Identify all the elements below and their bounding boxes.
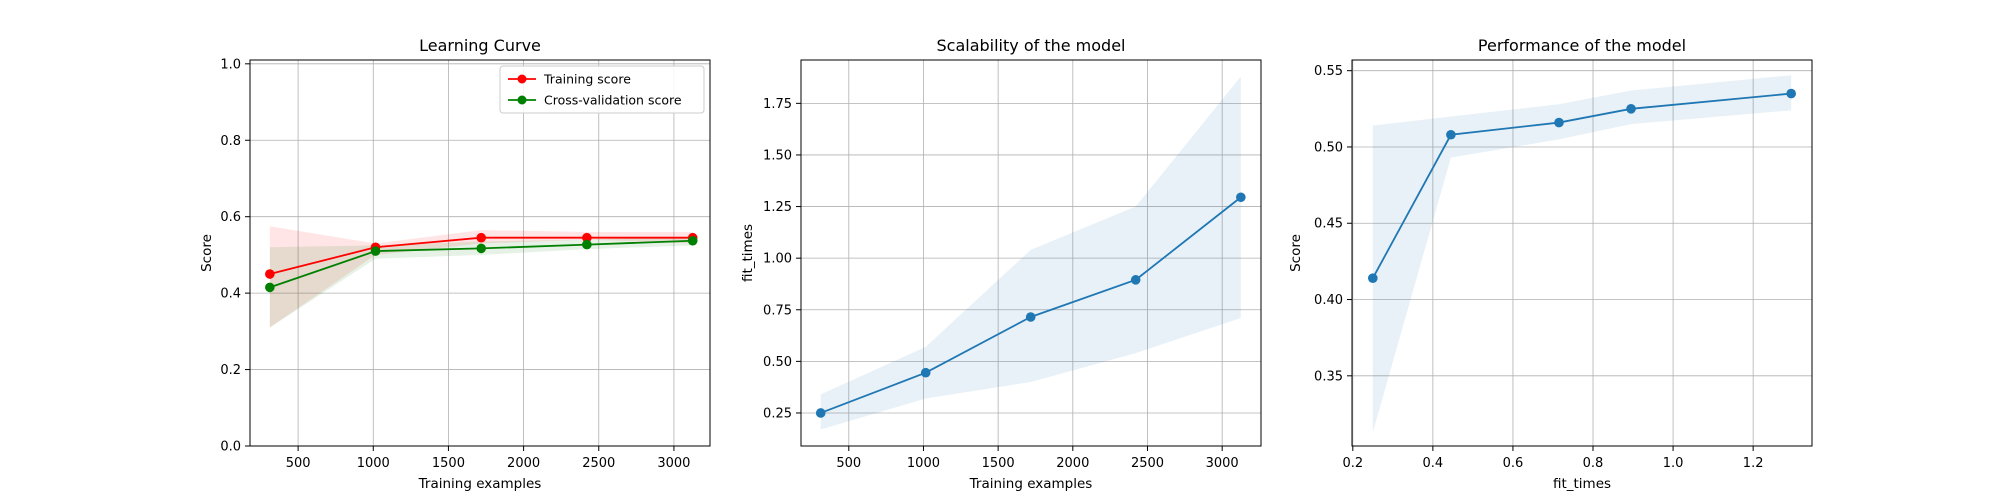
y-tick-label: 1.75	[763, 97, 792, 112]
x-axis-label: Training examples	[418, 476, 542, 492]
x-tick-label: 3000	[1206, 456, 1239, 471]
x-tick-label: 2000	[1056, 456, 1089, 471]
x-tick-label: 0.6	[1503, 456, 1524, 471]
y-tick-label: 1.50	[763, 148, 792, 163]
x-tick-label: 1500	[432, 456, 465, 471]
data-point	[687, 235, 698, 246]
y-tick-label: 0.6	[220, 210, 241, 225]
x-tick-label: 0.8	[1583, 456, 1604, 471]
confidence-band	[1372, 75, 1792, 433]
data-point	[1368, 273, 1378, 283]
x-tick-label: 1.2	[1743, 456, 1764, 471]
y-tick-label: 0.35	[1314, 369, 1343, 384]
performance-chart: 0.2 0.4 0.6 0.8 1.0 1.2 0.350.400.450.500.55 …	[1288, 36, 1813, 492]
y-tick-label: 0.45	[1314, 217, 1343, 232]
data-point	[1130, 275, 1141, 285]
y-axis-label: Score	[199, 234, 215, 272]
x-tick-label: 1.0	[1663, 456, 1684, 471]
x-tick-label: 2500	[1131, 456, 1164, 471]
legend-marker-cv	[517, 95, 527, 105]
x-tick-label: 500	[286, 456, 311, 471]
legend-marker-training	[517, 74, 527, 84]
axes-frame	[1351, 59, 1813, 447]
y-tick-label: 0.4	[220, 287, 241, 302]
y-tick-label: 0.55	[1314, 64, 1343, 79]
data-point	[370, 246, 381, 256]
y-tick-label: 0.50	[763, 355, 792, 370]
chart-title: Scalability of the model	[937, 36, 1126, 55]
y-ticks: 0.0 0.2 0.4 0.6 0.8 1.0	[220, 57, 250, 455]
y-ticks: 0.35 0.40 0.45 0.50 0.55	[1314, 64, 1352, 384]
learning-curve-chart: 500 1000 1500 2000 2500 3000 0.0 0.2 0.4 0.6 0.8 1…	[199, 36, 711, 492]
data-point	[1236, 192, 1246, 203]
plot-area	[1352, 60, 1812, 446]
y-tick-label: 0.2	[220, 363, 241, 378]
y-tick-label: 1.0	[220, 57, 241, 72]
y-ticks: 0.25 0.50 0.75 1.00 1.25 1.50 1.75	[763, 97, 801, 421]
data-point	[815, 408, 826, 418]
legend-label-cv: Cross-validation score	[544, 93, 682, 108]
data-point	[1626, 104, 1636, 114]
data-point	[476, 243, 487, 254]
y-axis-label: Score	[1288, 234, 1304, 272]
x-tick-label: 1000	[357, 456, 390, 471]
axes-frame	[800, 59, 1262, 447]
confidence-bands	[1372, 75, 1792, 433]
legend-box	[499, 65, 705, 114]
y-tick-label: 0.40	[1314, 293, 1343, 308]
data-point	[920, 367, 931, 378]
legend: Training score Cross-validation score	[499, 65, 705, 114]
x-tick-label: 1500	[982, 456, 1015, 471]
x-ticks: 500 1000 1500 2000 2500 3000	[836, 446, 1239, 471]
confidence-band	[820, 76, 1241, 430]
x-axis-label: Training examples	[969, 476, 1093, 492]
data-point	[1554, 117, 1564, 128]
x-tick-label: 2000	[507, 456, 540, 471]
data-point	[265, 282, 275, 293]
y-tick-label: 0.75	[763, 303, 792, 318]
x-tick-label: 0.2	[1342, 456, 1363, 471]
y-axis-label: fit_times	[740, 224, 756, 282]
grid	[1352, 60, 1812, 446]
x-axis-label: fit_times	[1553, 476, 1611, 492]
x-tick-label: 500	[836, 456, 861, 471]
y-tick-label: 0.25	[763, 406, 792, 421]
y-tick-label: 0.8	[220, 134, 241, 149]
scalability-chart: 500 1000 1500 2000 2500 3000 0.25 0.50 0.75 1.00…	[740, 36, 1262, 492]
x-ticks: 0.2 0.4 0.6 0.8 1.0 1.2	[1342, 446, 1763, 471]
x-tick-label: 2500	[582, 456, 615, 471]
grid	[801, 60, 1261, 446]
data-point	[582, 232, 592, 243]
x-tick-label: 0.4	[1423, 456, 1444, 471]
x-ticks: 500 1000 1500 2000 2500 3000	[286, 446, 690, 471]
confidence-band	[269, 236, 693, 328]
y-tick-label: 0.50	[1314, 140, 1343, 155]
plot-area	[801, 60, 1261, 446]
confidence-bands	[820, 76, 1241, 430]
data-point	[1446, 129, 1456, 140]
legend-label-training: Training score	[543, 72, 631, 87]
series-points	[815, 192, 1246, 418]
x-tick-label: 3000	[657, 456, 690, 471]
data-point	[265, 269, 275, 279]
y-tick-label: 1.25	[763, 200, 792, 215]
y-tick-label: 1.00	[763, 252, 792, 267]
data-point	[476, 232, 487, 243]
axes-frame	[249, 59, 711, 447]
series-points	[1368, 88, 1796, 283]
data-point	[1786, 88, 1796, 99]
data-point	[1025, 312, 1036, 322]
series-points	[265, 232, 698, 293]
chart-title: Learning Curve	[419, 36, 541, 55]
y-tick-label: 0.0	[220, 440, 241, 455]
data-point	[582, 239, 592, 250]
x-tick-label: 1000	[907, 456, 940, 471]
chart-title: Performance of the model	[1478, 36, 1686, 55]
